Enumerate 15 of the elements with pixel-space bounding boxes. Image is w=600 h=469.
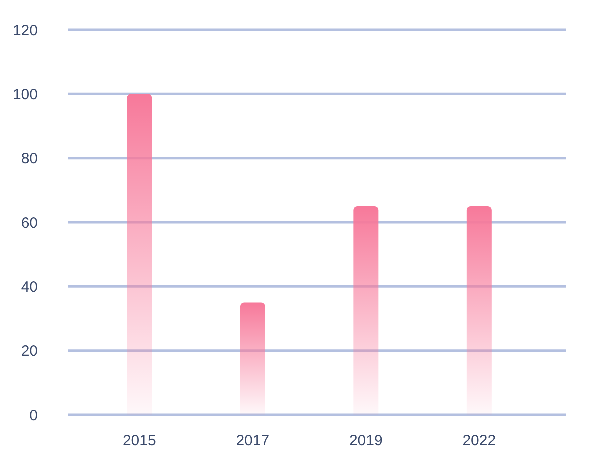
x-tick-label: 2015 (122, 432, 156, 450)
y-tick-label: 0 (30, 407, 38, 424)
y-tick-label: 80 (21, 150, 38, 168)
bar (466, 206, 492, 415)
bar (127, 94, 152, 415)
y-tick-label: 120 (12, 22, 38, 40)
bar (240, 302, 266, 415)
x-tick-label: 2022 (462, 432, 496, 450)
y-tick-label: 40 (21, 278, 38, 296)
y-tick-label: 100 (12, 86, 38, 104)
bar (354, 206, 379, 415)
x-tick-label: 2019 (349, 432, 383, 450)
y-tick-label: 20 (21, 343, 38, 360)
y-tick-label: 60 (21, 214, 38, 232)
x-tick-label: 2017 (236, 432, 270, 450)
